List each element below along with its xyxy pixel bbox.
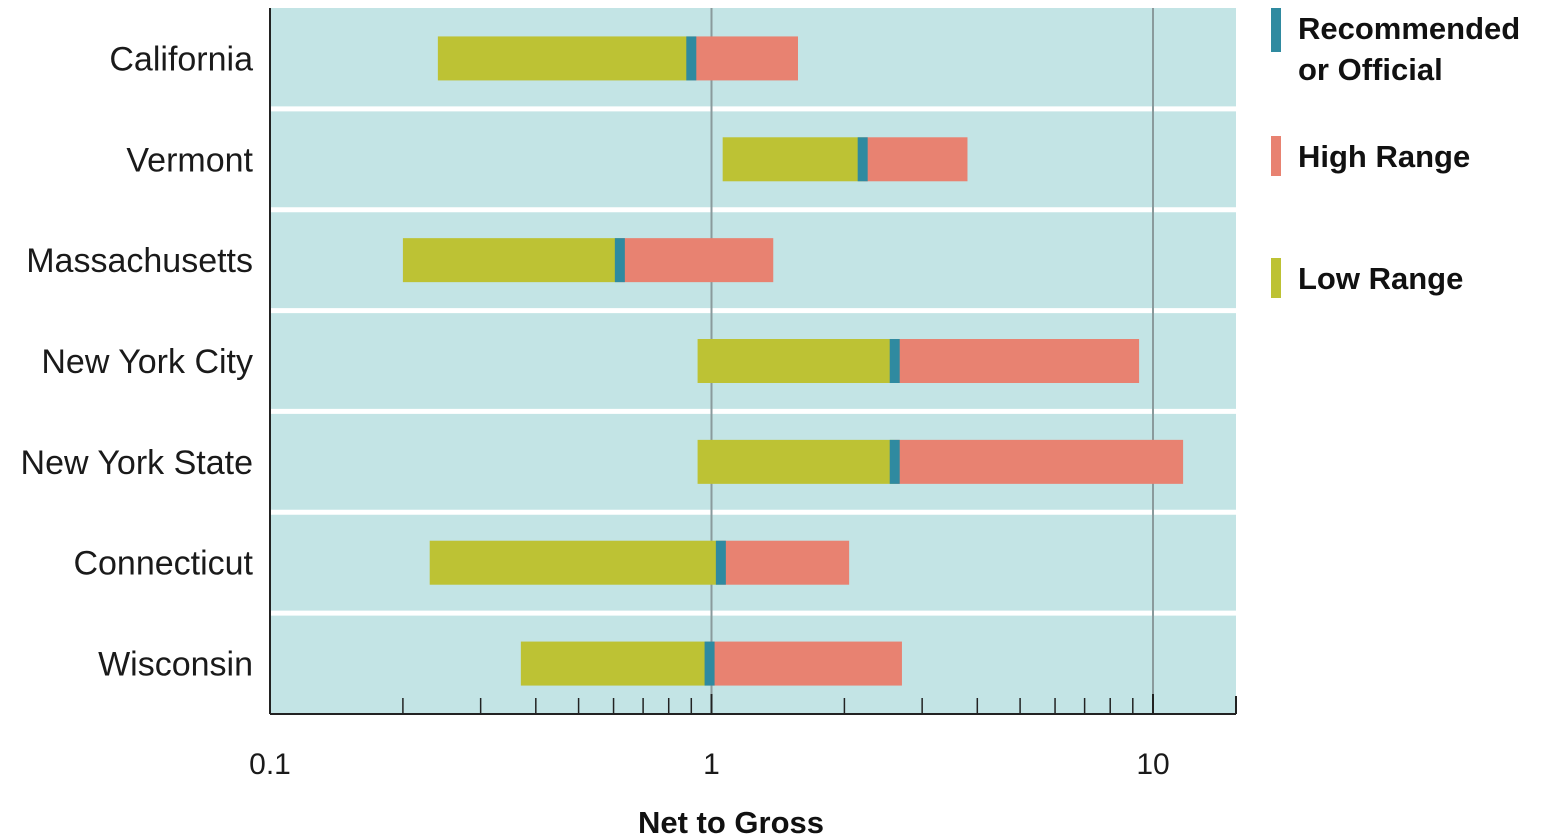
category-label: New York State [21,444,253,482]
axes [269,8,1236,715]
legend-swatch-recommended [1271,8,1281,52]
legend: Recommended or Official High Range Low Rang… [1271,8,1520,298]
recommended-marker [704,641,715,686]
x-tick-label: 1 [703,748,720,781]
legend-swatch-high [1271,136,1281,176]
category-label: New York City [41,343,253,381]
high-range-bar [894,439,1184,484]
low-range-bar [429,540,721,585]
category-label: Connecticut [73,545,253,583]
low-range-bar [722,137,863,182]
x-tick-label: 0.1 [249,748,291,781]
x-axis-title: Net to Gross [638,805,824,840]
high-range-bar [862,137,968,182]
low-range-bar [697,439,895,484]
high-range-bar [619,238,774,283]
recommended-marker [857,137,868,182]
recommended-marker [889,439,900,484]
recommended-marker [686,36,697,81]
x-ticks [269,694,1237,714]
recommended-marker [715,540,726,585]
category-labels: California Vermont Massachusetts New York C… [21,40,254,683]
category-label: Massachusetts [26,242,253,280]
legend-label-low: Low Range [1298,261,1463,296]
row-separators [270,106,1236,616]
low-range-bar [402,238,620,283]
legend-label-recommended: Recommended [1298,11,1520,46]
high-range-bar [894,339,1140,383]
recommended-marker [889,339,900,383]
legend-swatch-low [1271,258,1281,298]
category-label: Wisconsin [98,646,253,684]
high-range-bar [720,540,850,585]
category-label: Vermont [126,141,253,179]
legend-label-high: High Range [1298,139,1470,174]
high-range-bar [709,641,902,686]
low-range-bar [437,36,692,81]
x-tick-labels: 0.1 1 10 [249,748,1170,781]
low-range-bar [697,339,895,383]
category-label: California [109,40,253,78]
recommended-marker [614,238,625,283]
high-range-bar [691,36,798,81]
bars [402,36,1184,686]
low-range-bar [520,641,710,686]
legend-label-recommended: or Official [1298,52,1443,87]
x-tick-label: 10 [1136,748,1169,781]
